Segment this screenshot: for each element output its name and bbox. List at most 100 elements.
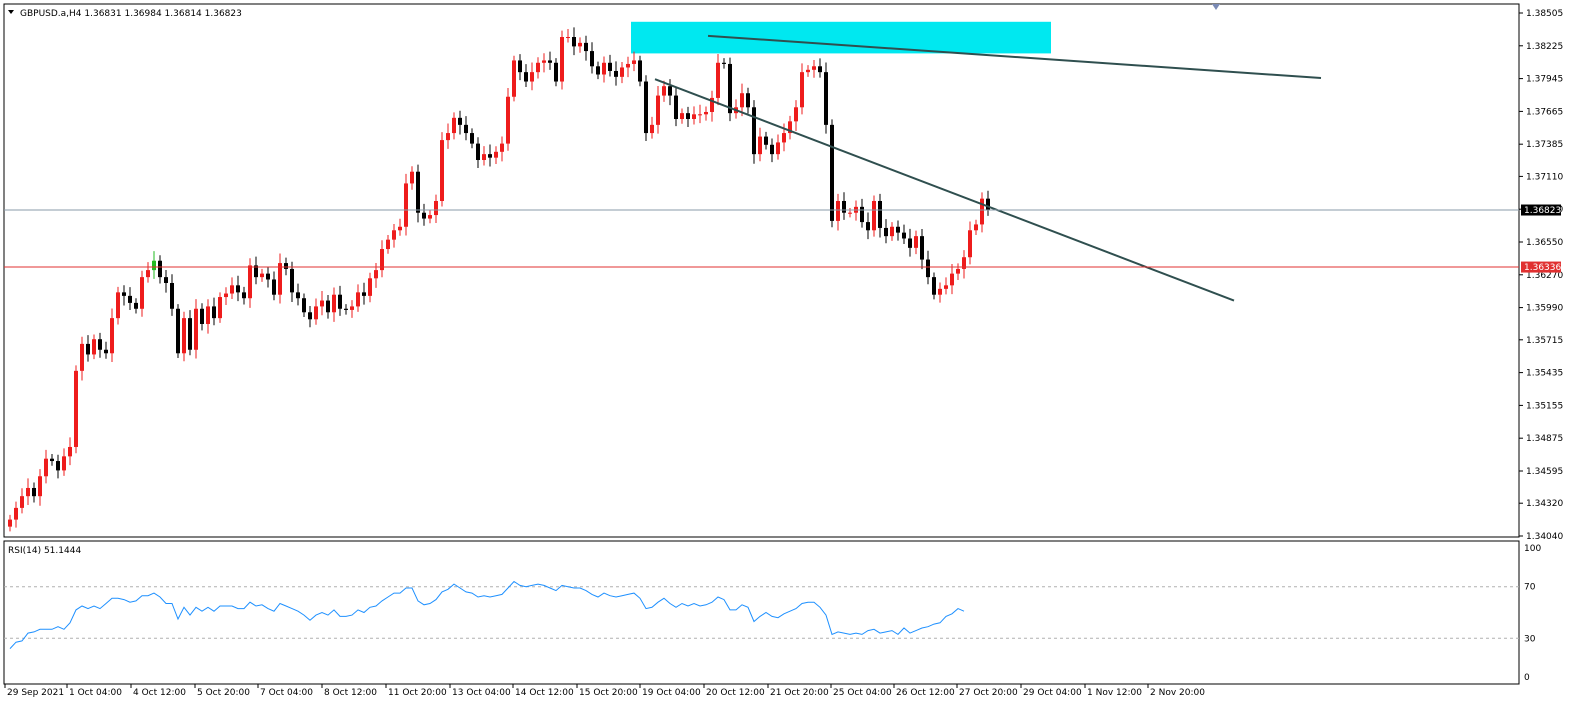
candle-body (632, 60, 636, 64)
candle (92, 334, 96, 360)
dropdown-triangle-icon[interactable] (8, 10, 14, 14)
candle (158, 255, 162, 284)
chart-header: GBPUSD.a,H4 1.36831 1.36984 1.36814 1.36… (8, 9, 242, 19)
candle (860, 198, 864, 228)
candle-body (494, 151, 498, 158)
candle (710, 90, 714, 122)
candle (410, 166, 414, 190)
candle-body (818, 66, 822, 73)
upper-trendline[interactable] (707, 34, 1322, 80)
candle-body (332, 294, 336, 313)
candle (722, 58, 726, 69)
candle-body (230, 285, 234, 294)
candle (506, 87, 510, 151)
candle-body (902, 232, 906, 239)
candle-body (98, 339, 102, 350)
time-tick-label: 11 Oct 20:00 (388, 688, 447, 698)
candle-body (380, 249, 384, 271)
candle-body (164, 277, 168, 283)
candle (470, 128, 474, 149)
candle (32, 482, 36, 503)
candle-body (758, 136, 762, 155)
candle (392, 223, 396, 248)
candle-body (596, 66, 600, 75)
current-price-tag: 1.36823 (1521, 204, 1561, 216)
candle (404, 173, 408, 236)
candle (512, 55, 516, 102)
candle-body (194, 308, 198, 350)
candle-body (158, 260, 162, 278)
candle-body (434, 200, 438, 216)
candle (308, 305, 312, 328)
candle (788, 115, 792, 140)
candle-body (692, 114, 696, 120)
candle (458, 110, 462, 135)
candle-body (782, 133, 786, 143)
candle-body (110, 318, 114, 354)
candle-body (182, 318, 186, 354)
time-tick-label: 29 Oct 04:00 (1023, 688, 1082, 698)
candle (452, 112, 456, 140)
candle-body (410, 171, 414, 184)
candle (608, 54, 612, 77)
candle-body (926, 259, 930, 278)
candle-body (830, 124, 834, 221)
candle-body (650, 124, 654, 134)
candle-body (38, 476, 42, 497)
time-tick-label: 5 Oct 20:00 (197, 688, 250, 698)
candle (554, 58, 558, 87)
candle-body (272, 279, 276, 295)
candle-body (446, 133, 450, 141)
candle-body (464, 124, 468, 134)
shift-marker-icon[interactable] (1212, 4, 1220, 10)
candle (776, 134, 780, 160)
candle-body (806, 69, 810, 73)
rsi-axis: 100 70 30 0 (1524, 544, 1541, 683)
candle (254, 256, 258, 285)
price-tick-label: 1.37665 (1526, 107, 1563, 117)
candle-body (716, 62, 720, 98)
candle-body (590, 51, 594, 67)
candle-body (458, 117, 462, 125)
candle (110, 308, 114, 363)
candle-body (794, 107, 798, 122)
candle (398, 218, 402, 236)
candle (650, 116, 654, 139)
candle (266, 267, 270, 288)
candle (962, 250, 966, 279)
candle-body (476, 143, 480, 161)
price-tick-label: 1.35435 (1526, 369, 1563, 379)
rsi-tick-label: 70 (1524, 583, 1536, 593)
candle-body (248, 265, 252, 299)
price-tick-label: 1.37385 (1526, 140, 1563, 150)
candle (620, 61, 624, 84)
candle-body (860, 206, 864, 223)
candle-body (746, 93, 750, 108)
candle-body (722, 62, 726, 64)
candle (902, 224, 906, 244)
candle-body (206, 306, 210, 324)
candle-body (278, 263, 282, 295)
candle (530, 62, 534, 91)
candle-body (740, 93, 744, 108)
candle (224, 287, 228, 306)
candle-body (350, 306, 354, 310)
candle-body (326, 300, 330, 313)
candle (866, 212, 870, 240)
candle (464, 116, 468, 141)
candle (884, 219, 888, 244)
candle (746, 87, 750, 114)
candle-body (338, 294, 342, 309)
rsi-label: RSI(14) 51.1444 (8, 546, 81, 556)
candle (134, 298, 138, 314)
candle-body (572, 37, 576, 47)
price-tick-label: 1.35715 (1526, 336, 1563, 346)
candle-body (8, 519, 12, 527)
candle-body (62, 456, 66, 471)
candle (944, 277, 948, 295)
candle-body (542, 60, 546, 63)
candle (128, 287, 132, 311)
candle (302, 293, 306, 317)
lower-trendline[interactable] (654, 78, 1235, 302)
